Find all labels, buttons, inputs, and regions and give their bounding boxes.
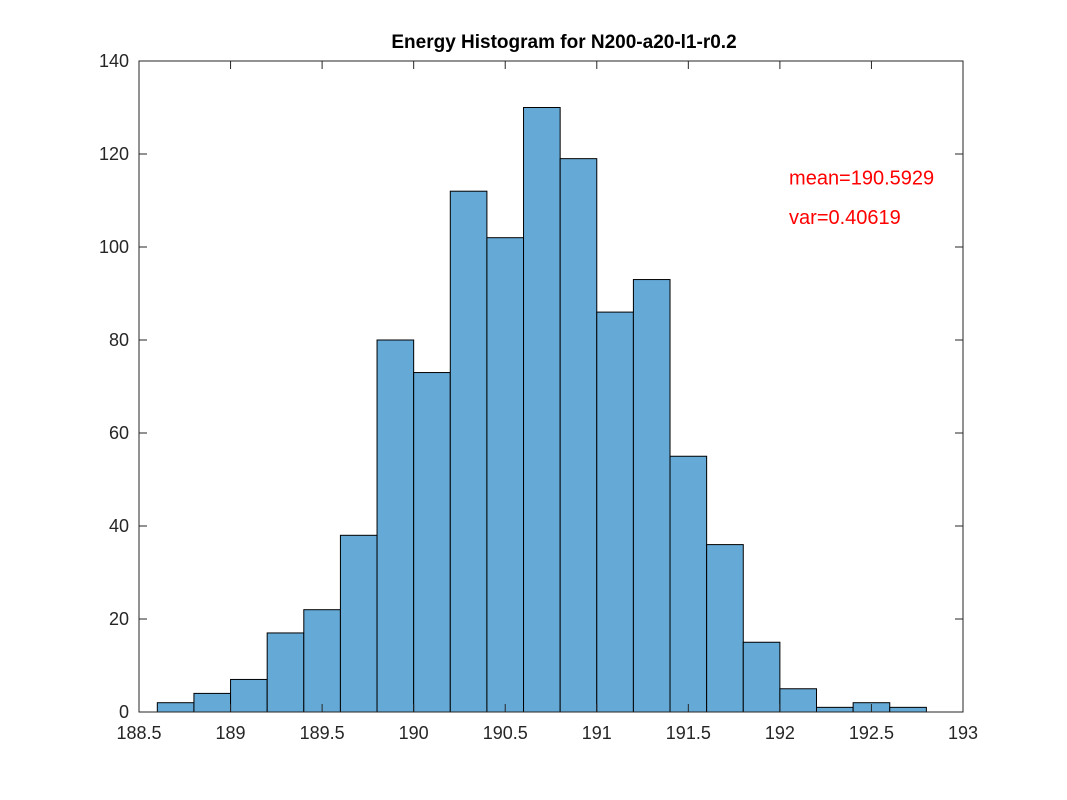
histogram-bar-6 (376, 339, 415, 713)
histogram-bar-10 (523, 107, 561, 713)
x-tick-label-6: 191.5 (666, 723, 711, 743)
histogram-bar-16 (742, 641, 781, 713)
y-tick-label-5: 100 (99, 237, 129, 257)
histogram-bar-3 (266, 632, 305, 713)
histogram-bar-15 (706, 544, 744, 713)
histogram-bar-11 (559, 158, 598, 713)
histogram-bar-5 (339, 534, 378, 713)
y-tick-label-0: 0 (119, 702, 129, 722)
plot-area-frame (138, 60, 964, 713)
histogram-bar-13 (632, 279, 671, 713)
histogram-bar-0 (156, 702, 195, 713)
bars-group (156, 107, 927, 713)
y-tick-label-3: 60 (109, 423, 129, 443)
annotations-group: mean=190.5929 var=0.40619 (789, 167, 934, 229)
chart-title: Energy Histogram for N200-a20-l1-r0.2 (391, 32, 736, 53)
x-tick-label-2: 189.5 (300, 723, 345, 743)
x-tick-label-4: 190.5 (483, 723, 528, 743)
x-tick-label-3: 190 (399, 723, 429, 743)
histogram-bar-14 (669, 455, 708, 713)
histogram-bar-18 (816, 706, 854, 713)
histogram-bar-8 (449, 190, 488, 713)
x-tick-label-5: 191 (582, 723, 612, 743)
histogram-bar-4 (303, 609, 341, 713)
x-tick-label-7: 192 (765, 723, 795, 743)
histogram-bar-12 (596, 311, 634, 713)
y-tick-label-1: 20 (109, 609, 129, 629)
annotation-text-0: mean=190.5929 (789, 167, 934, 189)
y-tick-label-2: 40 (109, 516, 129, 536)
histogram-bar-7 (413, 372, 451, 713)
histogram-bar-2 (230, 678, 268, 713)
histogram-bar-20 (889, 706, 927, 713)
y-tick-label-7: 140 (99, 51, 129, 71)
y-tick-label-4: 80 (109, 330, 129, 350)
histogram-bar-17 (779, 688, 818, 713)
axes-group: 188.5 189 189.5 190 190.5 191 191.5 192 192.5 193… (99, 51, 978, 743)
x-tick-label-1: 189 (216, 723, 246, 743)
x-tick-label-8: 192.5 (849, 723, 894, 743)
y-tick-label-6: 120 (99, 144, 129, 164)
annotation-text-1: var=0.40619 (789, 207, 901, 229)
histogram-bar-9 (486, 237, 525, 713)
x-tick-label-0: 188.5 (116, 723, 161, 743)
histogram-bar-1 (193, 692, 232, 713)
x-tick-label-9: 193 (948, 723, 978, 743)
